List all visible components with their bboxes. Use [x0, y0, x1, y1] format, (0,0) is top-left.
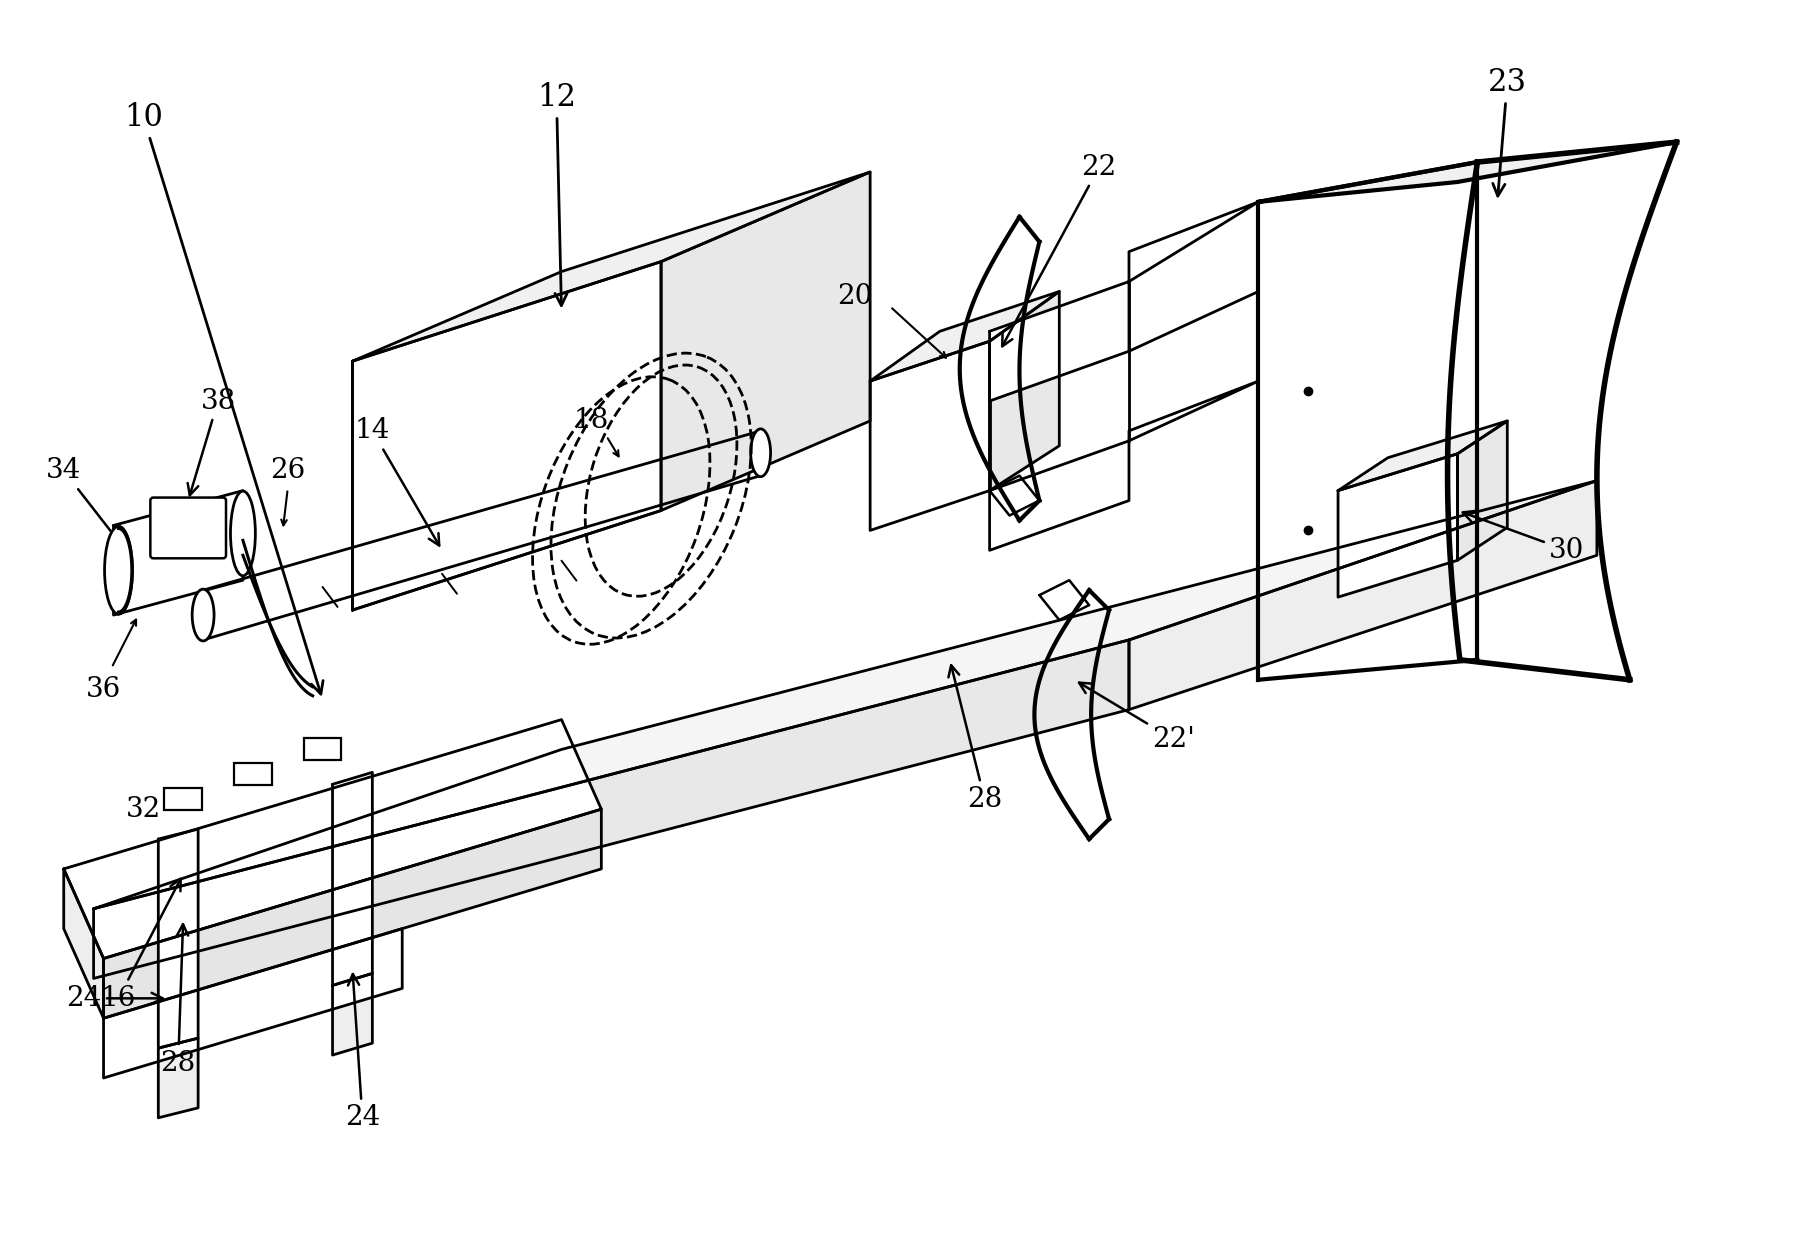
Polygon shape	[990, 201, 1258, 402]
Text: 18: 18	[574, 408, 608, 434]
Polygon shape	[333, 772, 373, 986]
Polygon shape	[1258, 143, 1676, 201]
Polygon shape	[1458, 420, 1507, 560]
Text: 28: 28	[949, 666, 1003, 813]
Polygon shape	[113, 490, 243, 615]
Polygon shape	[869, 291, 1058, 382]
Text: 23: 23	[1489, 66, 1526, 196]
Polygon shape	[353, 261, 661, 610]
Polygon shape	[63, 869, 104, 1018]
Polygon shape	[1337, 420, 1507, 490]
Polygon shape	[869, 342, 990, 530]
Text: 24: 24	[67, 985, 162, 1012]
Text: 20: 20	[837, 283, 873, 310]
Polygon shape	[158, 829, 198, 1048]
FancyBboxPatch shape	[151, 498, 227, 558]
Polygon shape	[158, 1038, 198, 1118]
Polygon shape	[353, 173, 869, 362]
FancyBboxPatch shape	[304, 738, 342, 761]
Text: 38: 38	[187, 388, 236, 495]
Text: 22': 22'	[1078, 683, 1195, 753]
Text: 28: 28	[160, 924, 196, 1077]
Ellipse shape	[751, 429, 770, 477]
Ellipse shape	[230, 492, 256, 575]
Polygon shape	[1039, 580, 1089, 620]
Polygon shape	[990, 382, 1258, 550]
Polygon shape	[104, 809, 601, 1018]
FancyBboxPatch shape	[164, 788, 202, 811]
Polygon shape	[1129, 480, 1597, 709]
Ellipse shape	[193, 589, 214, 641]
Text: 16: 16	[101, 879, 180, 1012]
Text: 10: 10	[124, 101, 322, 694]
Text: 24: 24	[346, 975, 380, 1131]
Ellipse shape	[104, 527, 133, 614]
Polygon shape	[94, 480, 1597, 908]
Polygon shape	[94, 641, 1129, 978]
Polygon shape	[1337, 454, 1458, 597]
Text: 12: 12	[536, 81, 576, 305]
Text: 14: 14	[355, 418, 439, 545]
Polygon shape	[661, 173, 869, 510]
Text: 36: 36	[86, 677, 121, 703]
Text: 22: 22	[1003, 154, 1116, 347]
Text: 30: 30	[1463, 510, 1584, 564]
Polygon shape	[63, 719, 601, 958]
Polygon shape	[990, 475, 1039, 515]
FancyBboxPatch shape	[234, 763, 272, 786]
Polygon shape	[333, 973, 373, 1055]
Text: 34: 34	[47, 457, 130, 555]
Text: 32: 32	[126, 796, 160, 823]
Polygon shape	[104, 928, 401, 1078]
Polygon shape	[990, 291, 1058, 490]
Text: 26: 26	[270, 457, 306, 484]
